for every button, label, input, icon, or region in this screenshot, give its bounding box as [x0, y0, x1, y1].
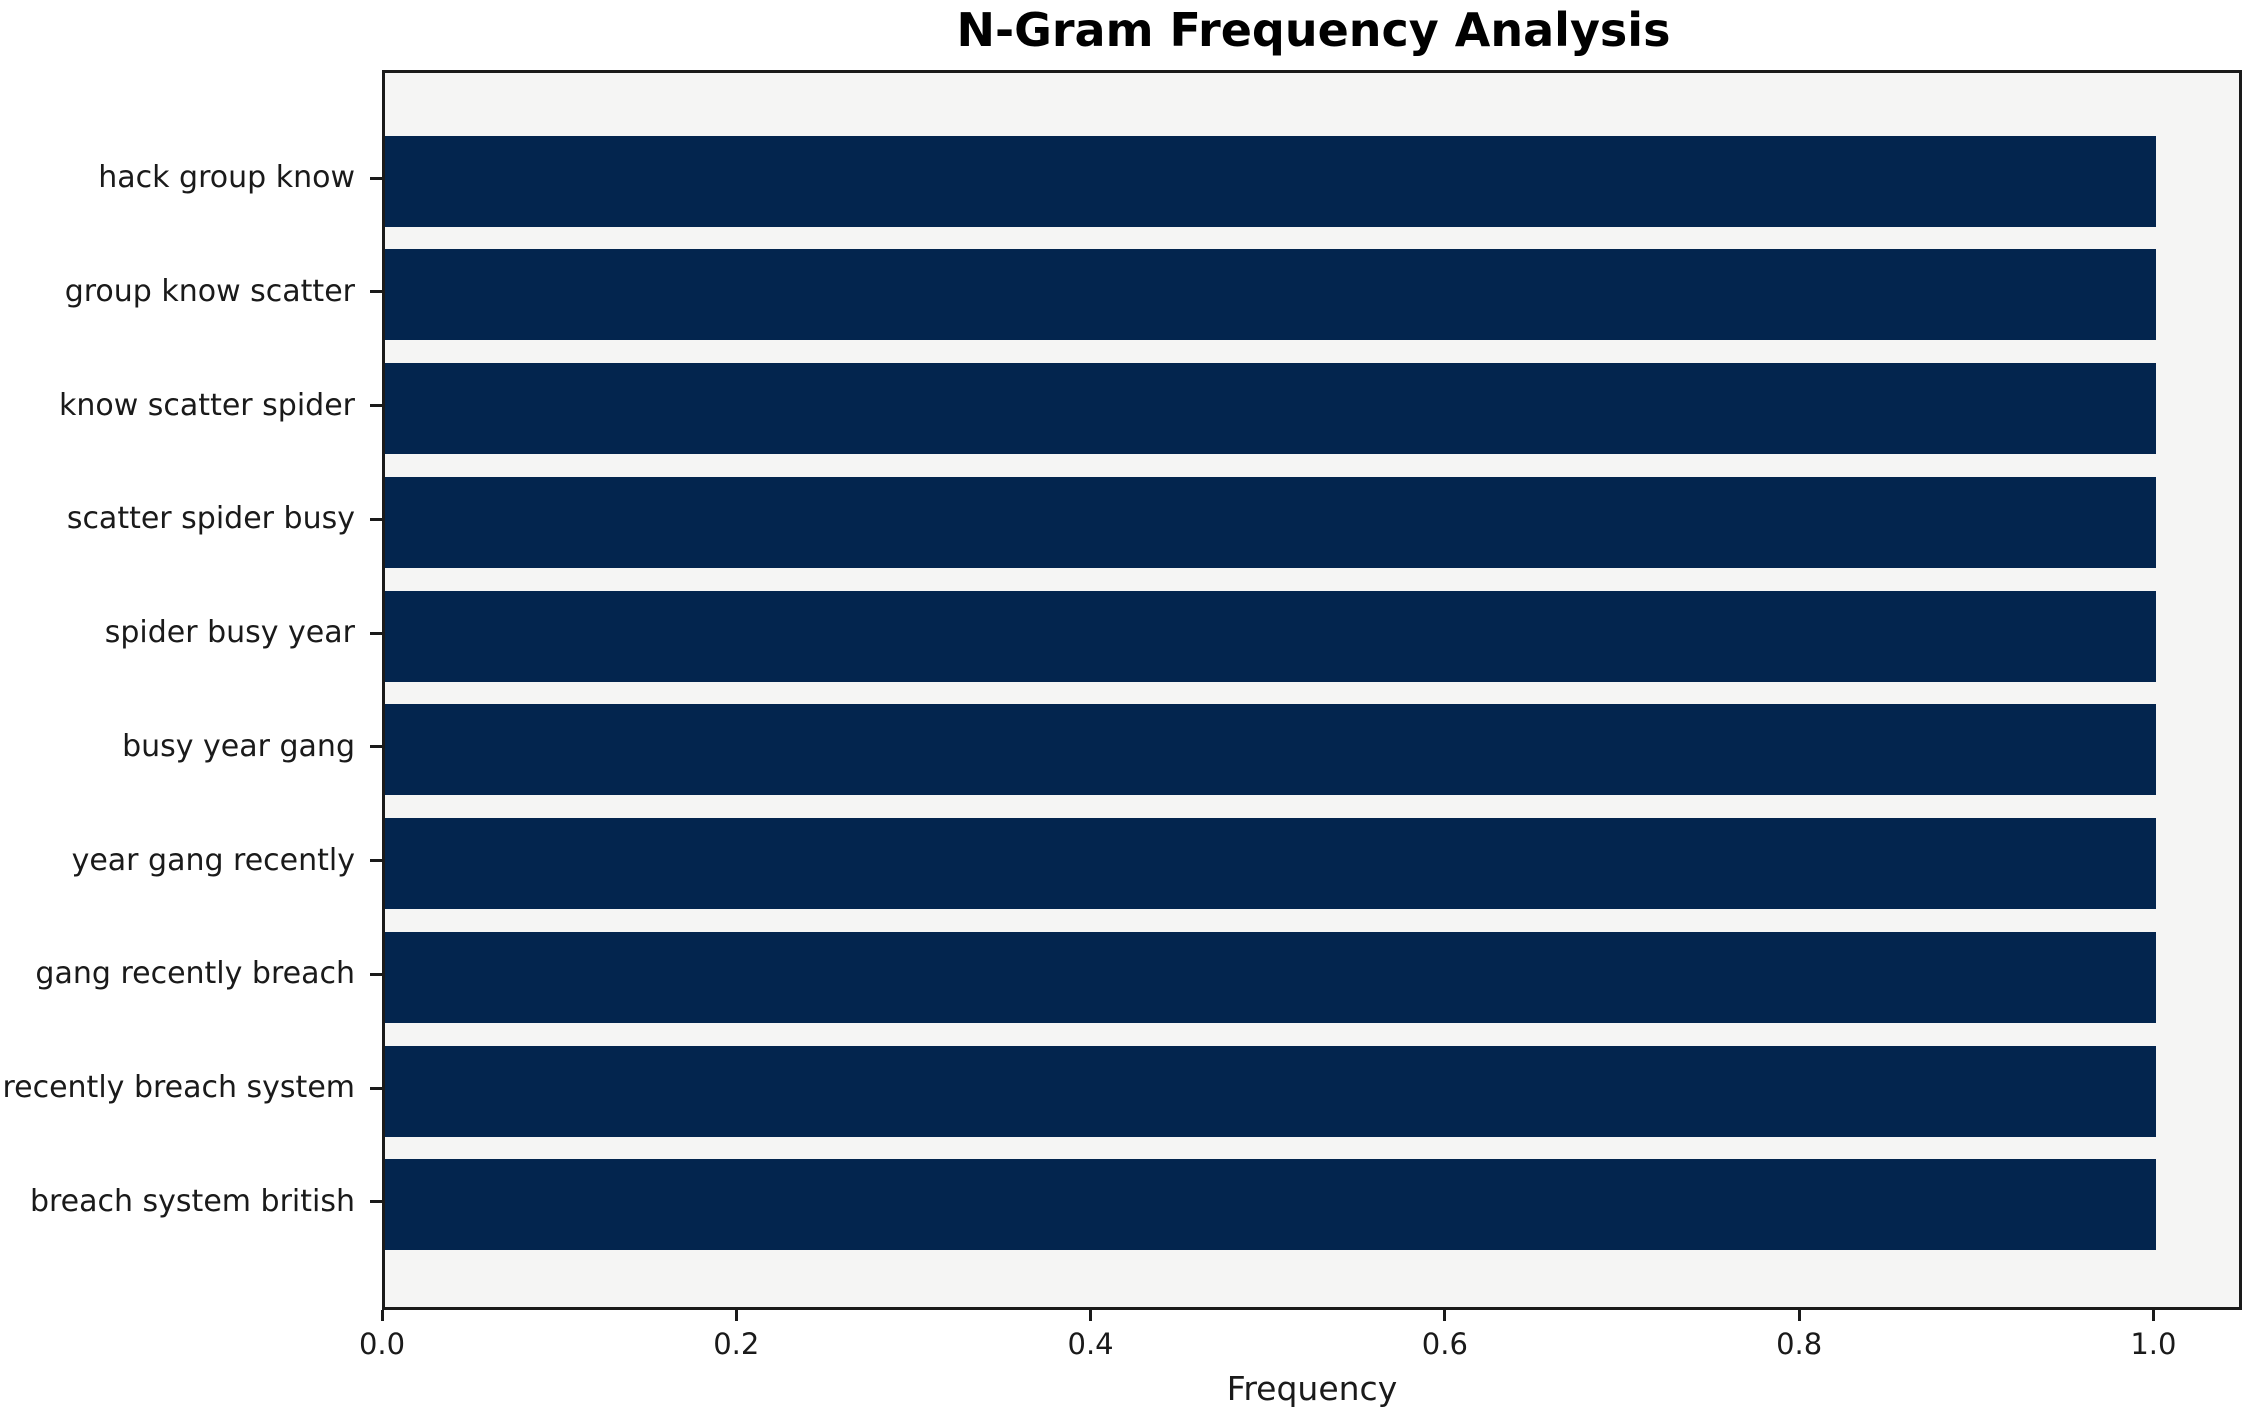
bar [385, 476, 2157, 568]
x-tick-label: 0.6 [1421, 1327, 1468, 1361]
bar [385, 135, 2157, 227]
y-tick-label: busy year gang [122, 728, 355, 764]
bar [385, 363, 2157, 455]
x-tick-label: 0.4 [1067, 1327, 1114, 1361]
x-tick-mark [1443, 1310, 1447, 1321]
bar [385, 704, 2157, 796]
y-tick-mark [370, 1086, 382, 1090]
x-tick-label: 0.0 [358, 1327, 406, 1361]
y-tick-label: know scatter spider [58, 387, 355, 423]
y-tick-label: year gang recently [71, 842, 355, 878]
y-tick-mark [370, 517, 382, 521]
y-tick-label: hack group know [98, 160, 355, 196]
chart-title: N-Gram Frequency Analysis [956, 3, 1671, 57]
bar [385, 1045, 2157, 1137]
x-tick-mark [734, 1310, 738, 1321]
y-tick-label: scatter spider busy [66, 501, 355, 537]
y-tick-label: group know scatter [64, 273, 355, 309]
y-tick-mark [370, 745, 382, 749]
y-tick-mark [370, 290, 382, 294]
x-axis-title: Frequency [1226, 1369, 1398, 1408]
x-tick-label: 0.2 [713, 1327, 760, 1361]
y-tick-mark [370, 404, 382, 408]
x-tick-mark [1089, 1310, 1093, 1321]
y-tick-label: breach system british [29, 1183, 355, 1219]
x-tick-label: 0.8 [1776, 1327, 1823, 1361]
y-tick-mark [370, 176, 382, 180]
bar [385, 931, 2157, 1023]
x-tick-label: 1.0 [2130, 1327, 2177, 1361]
y-tick-label: spider busy year [104, 615, 355, 651]
bar [385, 1159, 2157, 1251]
x-tick-mark [380, 1310, 384, 1321]
y-tick-label: gang recently breach [35, 956, 355, 992]
x-tick-mark [1797, 1310, 1801, 1321]
bar [385, 590, 2157, 682]
y-tick-label: recently breach system [2, 1070, 355, 1106]
y-tick-mark [370, 1200, 382, 1204]
bar [385, 249, 2157, 341]
y-tick-mark [370, 631, 382, 635]
plot-area [382, 70, 2242, 1310]
bar [385, 818, 2157, 910]
x-tick-mark [2151, 1310, 2155, 1321]
y-tick-mark [370, 972, 382, 976]
y-tick-mark [370, 859, 382, 863]
